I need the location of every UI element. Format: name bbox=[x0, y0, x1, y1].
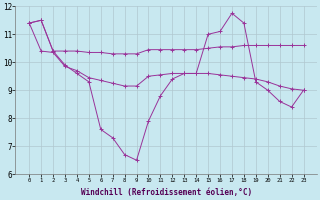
X-axis label: Windchill (Refroidissement éolien,°C): Windchill (Refroidissement éolien,°C) bbox=[81, 188, 252, 197]
